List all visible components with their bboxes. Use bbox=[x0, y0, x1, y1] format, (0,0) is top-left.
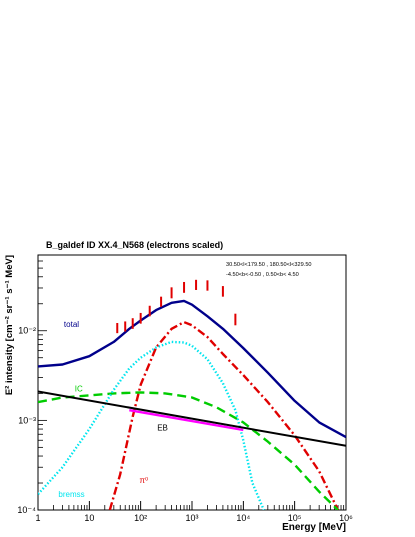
series-line-ic bbox=[38, 391, 339, 510]
region-line-2: -4.50<b<-0.50 , 0.50<b< 4.50 bbox=[226, 272, 299, 278]
series-line-eb-highlight bbox=[129, 409, 244, 432]
chart-title: B_galdef ID XX.4_N568 (electrons scaled) bbox=[46, 240, 223, 250]
series-line-pi0 bbox=[108, 320, 340, 510]
curve-label: π⁰ bbox=[140, 476, 149, 485]
x-axis-label: Energy [MeV] bbox=[282, 522, 346, 533]
x-tick-label: 10⁴ bbox=[236, 513, 250, 523]
y-tick-label: 10⁻⁴ bbox=[17, 505, 36, 515]
series-line-total bbox=[38, 299, 346, 439]
x-tick-label: 10 bbox=[84, 513, 94, 523]
x-tick-label: 1 bbox=[35, 513, 40, 523]
x-tick-label: 10⁵ bbox=[288, 513, 302, 523]
curve-label: total bbox=[64, 320, 79, 329]
series-line-eb bbox=[38, 390, 346, 447]
curve-label: EB bbox=[157, 424, 168, 433]
series-line-bremss bbox=[38, 340, 265, 510]
curves-group bbox=[38, 299, 346, 510]
curve-label: bremss bbox=[58, 490, 84, 499]
y-tick-label: 10⁻² bbox=[18, 326, 36, 336]
data-points-group bbox=[116, 279, 237, 334]
region-line-1: 30.50<l<179.50 , 180.50<l<329.50 bbox=[226, 262, 312, 268]
axes-group: 1 10 10² 10³ 10⁴ 10⁵ 10⁶ 10⁻⁴ 10⁻³ 10⁻² bbox=[17, 254, 353, 523]
y-axis-label: E² intensity [cm⁻² sr⁻¹ s⁻¹ MeV] bbox=[4, 255, 15, 395]
y-tick-label: 10⁻³ bbox=[18, 415, 36, 425]
x-tick-label: 10⁶ bbox=[339, 513, 353, 523]
curve-labels-group: total IC EB bremss π⁰ bbox=[58, 320, 167, 499]
x-tick-label: 10³ bbox=[185, 513, 198, 523]
x-tick-label: 10² bbox=[134, 513, 147, 523]
curve-label: IC bbox=[75, 384, 83, 393]
